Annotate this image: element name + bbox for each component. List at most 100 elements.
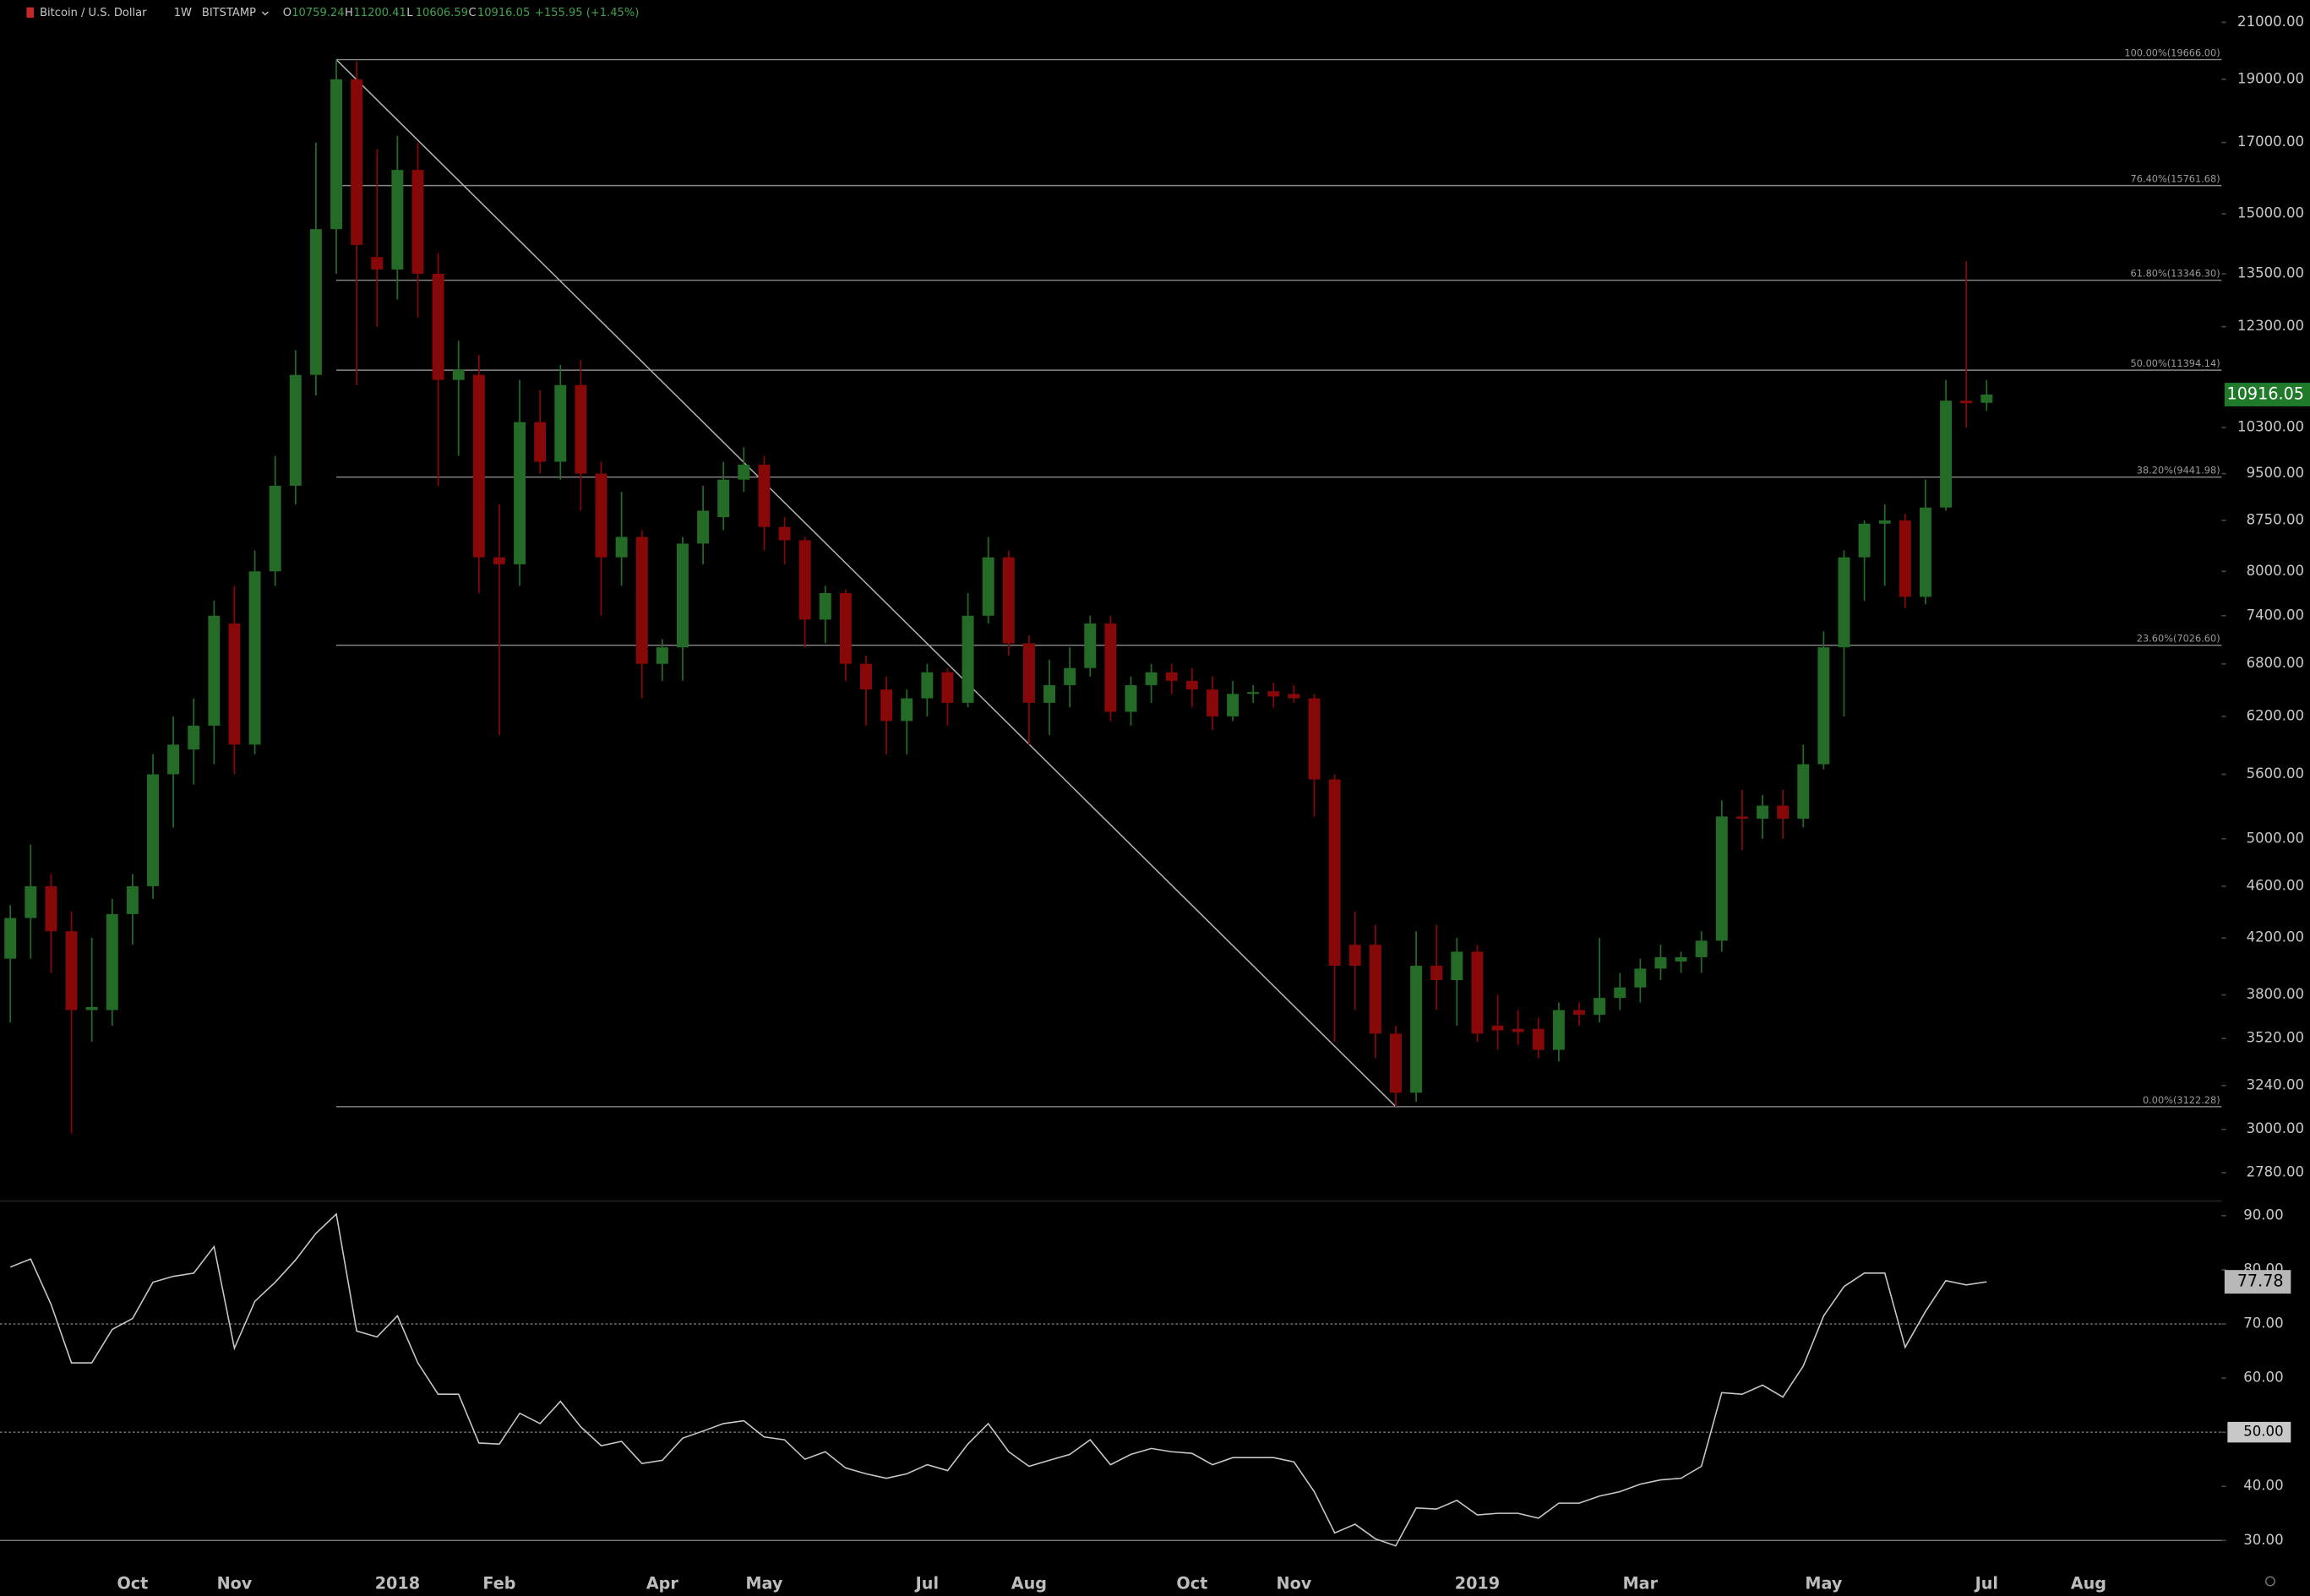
candle-body xyxy=(575,384,587,474)
candle-body xyxy=(1369,945,1381,1034)
candle-body xyxy=(309,229,322,375)
y-tick-label: 3240.00 xyxy=(2247,1076,2304,1092)
candle-body xyxy=(1227,694,1239,716)
x-tick-label: 2018 xyxy=(375,1574,420,1593)
candle-body xyxy=(1817,647,1830,765)
candle-body xyxy=(941,672,954,703)
candle-body xyxy=(147,774,159,886)
candle-body xyxy=(1532,1028,1545,1050)
candle-body xyxy=(514,422,526,564)
candle-body xyxy=(4,918,17,959)
y-tick-label: 5600.00 xyxy=(2247,765,2304,782)
candle-body xyxy=(656,647,668,664)
y-tick-label: 2780.00 xyxy=(2247,1164,2304,1180)
fib-label: 100.00%(19666.00) xyxy=(2124,47,2220,59)
fib-label: 0.00%(3122.28) xyxy=(2143,1094,2220,1106)
y-tick-label: 13500.00 xyxy=(2237,264,2304,281)
candle-body xyxy=(1777,805,1790,819)
candle-body xyxy=(208,615,221,726)
candle-body xyxy=(1695,940,1708,957)
y-tick-label: 3800.00 xyxy=(2247,986,2304,1002)
candle-body xyxy=(432,273,444,380)
y-tick-label: 17000.00 xyxy=(2237,133,2304,150)
candle-body xyxy=(1614,987,1626,999)
candle-body xyxy=(738,465,750,480)
candle-body xyxy=(452,369,465,380)
price-badge-label: 10916.05 xyxy=(2227,384,2304,403)
header-label: L xyxy=(406,7,413,19)
candle-body xyxy=(1084,623,1097,668)
candle-body xyxy=(228,623,241,745)
candle-body xyxy=(1328,779,1341,967)
trend-line xyxy=(335,59,1397,1108)
candle-body xyxy=(1552,1010,1565,1050)
candle-body xyxy=(330,79,343,230)
x-tick-label: Feb xyxy=(482,1574,515,1593)
candle-body xyxy=(493,557,505,564)
y-tick-label: 3520.00 xyxy=(2247,1030,2304,1046)
header-value: 10916.05 xyxy=(477,7,530,19)
candle-body xyxy=(1288,694,1300,699)
candle-body xyxy=(126,885,139,914)
x-tick-label: Aug xyxy=(2071,1574,2106,1593)
y-tick-label: 5000.00 xyxy=(2247,830,2304,846)
candle-body xyxy=(1980,394,1993,403)
price-badge xyxy=(2224,383,2310,406)
interval[interactable]: 1W xyxy=(174,7,192,19)
candle-body xyxy=(1899,520,1911,597)
y-tick-label: 4200.00 xyxy=(2247,929,2304,945)
exchange[interactable]: BITSTAMP xyxy=(202,7,256,19)
header-change: +155.95 (+1.45%) xyxy=(535,7,639,19)
y-tick-label: 6800.00 xyxy=(2247,655,2304,671)
candle-body xyxy=(1104,623,1117,712)
candle-body xyxy=(1757,805,1769,819)
candle-body xyxy=(901,698,913,722)
x-tick-label: Jul xyxy=(1974,1574,1998,1593)
candle-body xyxy=(411,170,424,274)
header-label: C xyxy=(468,7,476,19)
x-tick-label: Oct xyxy=(117,1574,148,1593)
baseline-badge xyxy=(2227,1421,2291,1443)
y2-tick-label: 60.00 xyxy=(2243,1370,2283,1386)
candle-body xyxy=(717,479,730,518)
x-tick-label: May xyxy=(745,1574,782,1593)
y2-tick-label: 70.00 xyxy=(2243,1315,2283,1331)
header-value: 11200.41 xyxy=(353,7,406,19)
candle-body xyxy=(1634,968,1647,988)
candle-body xyxy=(289,374,302,486)
candle-body xyxy=(962,615,974,703)
fib-label: 23.60%(7026.60) xyxy=(2137,633,2220,645)
candle-body xyxy=(554,384,567,462)
candle-body xyxy=(921,672,934,699)
x-tick-label: Nov xyxy=(217,1574,253,1593)
candle-body xyxy=(839,593,852,664)
candle-body xyxy=(371,257,384,270)
header-value: 10759.24 xyxy=(291,7,344,19)
symbol: Bitcoin / U.S. Dollar xyxy=(40,7,147,19)
candle-body xyxy=(188,725,200,750)
fib-label: 38.20%(9441.98) xyxy=(2137,465,2220,477)
symbol-icon xyxy=(26,7,35,18)
candle-body xyxy=(880,689,893,722)
candle-body xyxy=(1573,1010,1585,1016)
header-label: H xyxy=(345,7,353,19)
settings-icon[interactable] xyxy=(2264,1576,2275,1587)
x-tick-label: 2019 xyxy=(1455,1574,1500,1593)
candle-body xyxy=(1858,523,1871,558)
candle-body xyxy=(1430,966,1443,981)
candle-body xyxy=(167,744,180,775)
candle-body xyxy=(758,465,771,527)
candle-body xyxy=(106,913,118,1010)
candle-body xyxy=(1594,998,1606,1016)
candle-body xyxy=(1165,672,1178,681)
candle-body xyxy=(635,537,648,664)
y-tick-label: 19000.00 xyxy=(2237,70,2304,86)
candle-body xyxy=(391,170,404,270)
candle-body xyxy=(65,931,78,1010)
x-tick-label: Oct xyxy=(1176,1574,1207,1593)
candle-body xyxy=(1308,698,1321,780)
y-tick-label: 21000.00 xyxy=(2237,14,2304,30)
fib-label: 50.00%(11394.14) xyxy=(2131,357,2220,369)
x-tick-label: Jul xyxy=(914,1574,939,1593)
candle-body xyxy=(1675,956,1687,961)
